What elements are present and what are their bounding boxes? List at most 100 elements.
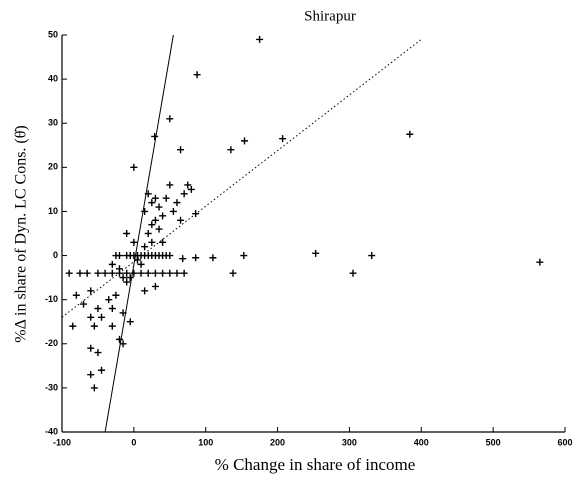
point xyxy=(141,287,149,295)
point xyxy=(98,366,106,374)
point xyxy=(108,260,116,268)
point xyxy=(151,282,159,290)
point xyxy=(187,185,195,193)
y-tick-label: -20 xyxy=(45,338,58,348)
point xyxy=(141,207,149,215)
point xyxy=(76,269,84,277)
point xyxy=(94,304,102,312)
point xyxy=(90,384,98,392)
point xyxy=(155,225,163,233)
point xyxy=(87,344,95,352)
point xyxy=(209,254,217,262)
y-tick-label: 10 xyxy=(48,206,58,216)
point xyxy=(162,194,170,202)
point xyxy=(115,335,123,343)
point xyxy=(137,269,145,277)
y-tick-label: 50 xyxy=(48,29,58,39)
point xyxy=(98,313,106,321)
point xyxy=(180,269,188,277)
point xyxy=(151,216,159,224)
point xyxy=(119,309,127,317)
point xyxy=(166,252,174,260)
point xyxy=(123,230,131,237)
y-tick-label: -40 xyxy=(45,426,58,436)
point xyxy=(193,71,201,79)
point xyxy=(192,254,200,262)
x-tick-label: 200 xyxy=(270,437,285,447)
point xyxy=(126,318,134,326)
point xyxy=(159,269,167,277)
y-tick-label: 20 xyxy=(48,162,58,172)
point xyxy=(148,199,156,207)
point xyxy=(112,291,120,299)
y-axis-label: %Δ in share of Dyn. LC Cons. (θ̇) xyxy=(13,125,30,342)
point xyxy=(72,291,80,299)
point xyxy=(151,269,159,277)
x-tick-label: 500 xyxy=(486,437,501,447)
point xyxy=(115,252,123,260)
point xyxy=(119,340,127,348)
chart-title: Shirapur xyxy=(304,8,356,24)
point xyxy=(227,146,235,154)
point xyxy=(180,190,188,198)
point xyxy=(87,287,95,295)
point xyxy=(101,269,109,277)
point xyxy=(256,35,264,43)
point xyxy=(126,274,134,282)
y-tick-label: -10 xyxy=(45,294,58,304)
point xyxy=(87,371,95,379)
point xyxy=(83,269,91,277)
point xyxy=(159,238,167,246)
point xyxy=(159,212,167,220)
y-tick-label: 30 xyxy=(48,118,58,128)
point xyxy=(80,300,88,308)
point xyxy=(144,269,152,277)
x-tick-label: 300 xyxy=(342,437,357,447)
point xyxy=(151,132,159,140)
point xyxy=(229,269,237,277)
point xyxy=(141,243,149,251)
point xyxy=(148,238,156,246)
point xyxy=(536,258,544,266)
point xyxy=(179,255,187,263)
y-tick-label: 40 xyxy=(48,73,58,83)
point xyxy=(279,135,287,143)
point xyxy=(94,349,102,357)
point xyxy=(155,203,163,211)
point xyxy=(115,265,123,273)
fit-line xyxy=(104,34,174,433)
point xyxy=(65,269,73,277)
point xyxy=(241,137,249,145)
x-tick-label: 0 xyxy=(131,437,136,447)
point xyxy=(144,190,152,198)
point xyxy=(144,230,152,237)
point xyxy=(184,181,192,189)
point xyxy=(368,252,376,260)
point xyxy=(240,252,248,260)
point xyxy=(94,269,102,277)
point xyxy=(123,278,131,286)
point xyxy=(151,194,159,202)
x-axis-label: % Change in share of income xyxy=(215,455,416,474)
x-tick-label: 400 xyxy=(414,437,429,447)
point xyxy=(87,313,95,321)
point xyxy=(177,146,185,154)
y-tick-label: 0 xyxy=(53,250,58,260)
point xyxy=(130,269,138,277)
point xyxy=(349,269,357,277)
point xyxy=(169,207,177,215)
x-tick-label: 100 xyxy=(198,437,213,447)
point xyxy=(130,163,138,171)
point xyxy=(119,274,127,282)
y-tick-label: -30 xyxy=(45,382,58,392)
point xyxy=(148,221,156,229)
point xyxy=(108,304,116,312)
point xyxy=(173,269,181,277)
x-tick-label: -100 xyxy=(53,437,71,447)
point xyxy=(166,115,174,123)
point xyxy=(173,199,181,207)
point xyxy=(137,260,145,268)
point xyxy=(108,322,116,330)
x-tick-label: 600 xyxy=(557,437,572,447)
